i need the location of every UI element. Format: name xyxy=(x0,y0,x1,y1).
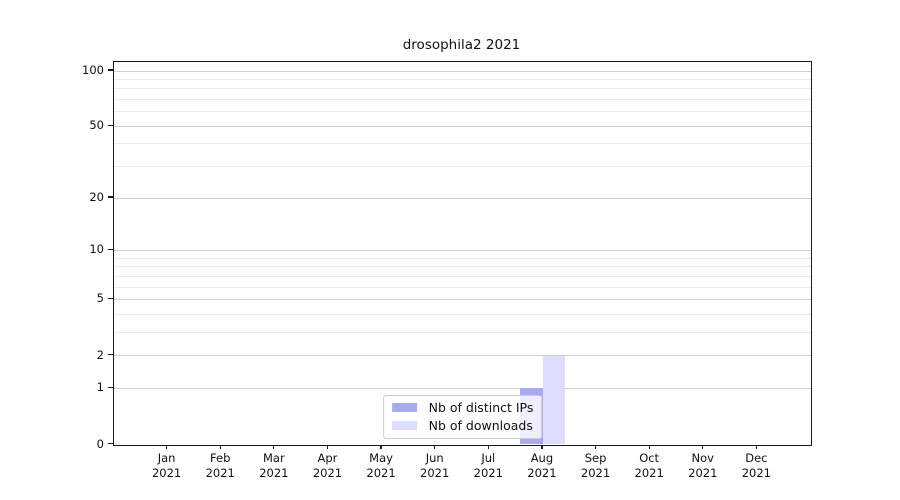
x-tick-label: Oct 2021 xyxy=(634,451,664,480)
gridline-minor xyxy=(114,88,811,90)
x-tick-mark xyxy=(487,444,489,450)
legend-item: Nb of distinct IPs xyxy=(391,399,534,415)
x-tick-label: Sep 2021 xyxy=(580,451,611,480)
x-tick-mark xyxy=(702,444,704,450)
legend-label: Nb of downloads xyxy=(428,417,533,433)
x-tick-label: Jun 2021 xyxy=(420,451,450,480)
y-tick-mark xyxy=(108,297,113,300)
y-tick-mark xyxy=(108,386,113,389)
chart-title: drosophila2 2021 xyxy=(402,37,521,53)
y-tick-label: 20 xyxy=(89,190,104,205)
gridline-minor xyxy=(114,143,811,145)
gridline-minor xyxy=(114,331,811,333)
gridline-minor xyxy=(114,257,811,259)
x-tick-mark xyxy=(219,444,221,450)
gridline-minor xyxy=(114,286,811,288)
x-tick-label: Feb 2021 xyxy=(205,451,235,480)
gridline-minor xyxy=(114,111,811,113)
gridline-minor xyxy=(114,166,811,168)
x-tick-label: Aug 2021 xyxy=(527,451,557,480)
x-tick-label: Dec 2021 xyxy=(741,451,772,480)
x-tick-mark xyxy=(165,444,168,450)
y-tick-mark xyxy=(108,442,113,445)
y-tick-label: 0 xyxy=(96,436,104,451)
gridline-minor xyxy=(114,275,811,277)
gridline-major xyxy=(114,355,811,357)
y-tick-mark xyxy=(108,248,113,251)
gridline-major xyxy=(114,298,811,300)
gridline-minor xyxy=(114,99,811,101)
bar-nb-of-downloads xyxy=(542,355,566,445)
legend-label: Nb of distinct IPs xyxy=(428,399,534,415)
x-tick-mark xyxy=(541,444,543,450)
x-tick-mark xyxy=(326,444,329,450)
gridline-major xyxy=(114,70,811,72)
y-tick-mark xyxy=(108,196,113,198)
x-tick-mark xyxy=(594,444,597,450)
y-tick-label: 100 xyxy=(82,63,104,77)
x-tick-label: May 2021 xyxy=(366,451,396,480)
x-tick-mark xyxy=(434,444,436,450)
y-tick-label: 50 xyxy=(89,118,104,133)
legend-swatch xyxy=(391,403,417,412)
x-tick-label: Apr 2021 xyxy=(312,451,343,480)
x-tick-mark xyxy=(380,444,382,450)
x-tick-label: Jul 2021 xyxy=(473,451,503,480)
x-tick-label: Jan 2021 xyxy=(151,451,182,480)
legend-swatch xyxy=(391,421,417,430)
y-tick-label: 1 xyxy=(96,380,104,395)
y-tick-label: 5 xyxy=(96,291,104,306)
gridline-minor xyxy=(114,266,811,268)
x-tick-mark xyxy=(273,444,275,450)
y-tick-mark xyxy=(108,69,113,71)
legend: Nb of distinct IPs Nb of downloads xyxy=(382,394,543,439)
plot-area: Nb of distinct IPs Nb of downloads xyxy=(113,61,812,446)
y-tick-mark xyxy=(108,124,113,126)
gridline-major xyxy=(114,197,811,199)
x-tick-mark xyxy=(755,444,758,450)
x-tick-label: Nov 2021 xyxy=(688,451,718,480)
gridline-major xyxy=(114,125,811,127)
gridline-minor xyxy=(114,78,811,80)
x-tick-mark xyxy=(648,444,650,450)
x-tick-label: Mar 2021 xyxy=(259,451,289,480)
gridline-major xyxy=(114,387,811,389)
gridline-major xyxy=(114,249,811,251)
legend-item: Nb of downloads xyxy=(391,417,534,433)
y-tick-label: 10 xyxy=(89,242,104,257)
gridline-minor xyxy=(114,313,811,315)
y-tick-mark xyxy=(108,353,113,356)
y-tick-label: 2 xyxy=(96,347,104,362)
